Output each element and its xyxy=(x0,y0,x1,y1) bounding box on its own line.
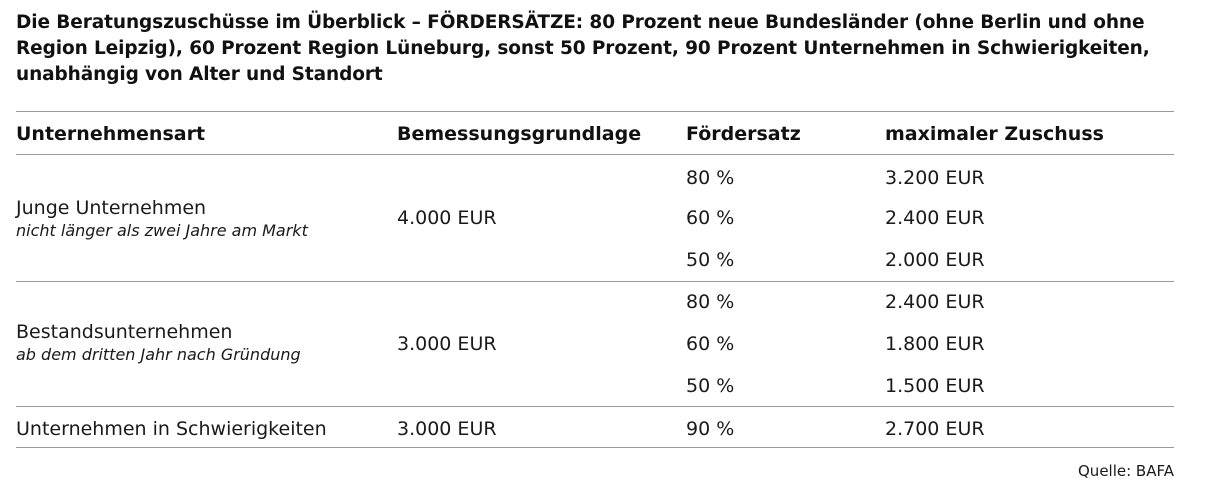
table-title: Die Beratungszuschüsse im Überblick – FÖ… xyxy=(16,12,1150,85)
rate-cell: 80 % xyxy=(686,291,735,313)
max-cell: 1.800 EUR xyxy=(885,333,985,355)
rate-cell: 60 % xyxy=(686,207,735,229)
group-name: Junge Unternehmen xyxy=(16,197,207,219)
header-maximaler-zuschuss: maximaler Zuschuss xyxy=(885,123,1104,145)
max-cell: 1.500 EUR xyxy=(885,375,985,397)
rate-cell: 50 % xyxy=(686,249,735,271)
group-subtitle: ab dem dritten Jahr nach Gründung xyxy=(16,345,301,364)
group-base: 3.000 EUR xyxy=(397,333,497,355)
table-bottom-rule xyxy=(16,447,1174,448)
group-base: 4.000 EUR xyxy=(397,207,497,229)
max-cell: 3.200 EUR xyxy=(885,167,985,189)
max-cell: 2.000 EUR xyxy=(885,249,985,271)
max-cell: 2.400 EUR xyxy=(885,291,985,313)
group-subtitle: nicht länger als zwei Jahre am Markt xyxy=(16,221,308,240)
source-note: Quelle: BAFA xyxy=(1078,462,1174,480)
group-name: Unternehmen in Schwierigkeiten xyxy=(16,418,327,440)
table-top-rule xyxy=(16,111,1174,112)
group-rule xyxy=(16,281,1174,282)
group-name: Bestandsunternehmen xyxy=(16,321,233,343)
rate-cell: 80 % xyxy=(686,167,735,189)
header-bemessungsgrundlage: Bemessungsgrundlage xyxy=(397,123,642,145)
header-foerdersatz: Fördersatz xyxy=(686,123,801,145)
max-cell: 2.400 EUR xyxy=(885,207,985,229)
rate-cell: 50 % xyxy=(686,375,735,397)
header-unternehmensart: Unternehmensart xyxy=(16,123,206,145)
max-cell: 2.700 EUR xyxy=(885,418,985,440)
rate-cell: 90 % xyxy=(686,418,735,440)
rate-cell: 60 % xyxy=(686,333,735,355)
group-rule xyxy=(16,406,1174,407)
group-base: 3.000 EUR xyxy=(397,418,497,440)
header-rule xyxy=(16,154,1174,155)
